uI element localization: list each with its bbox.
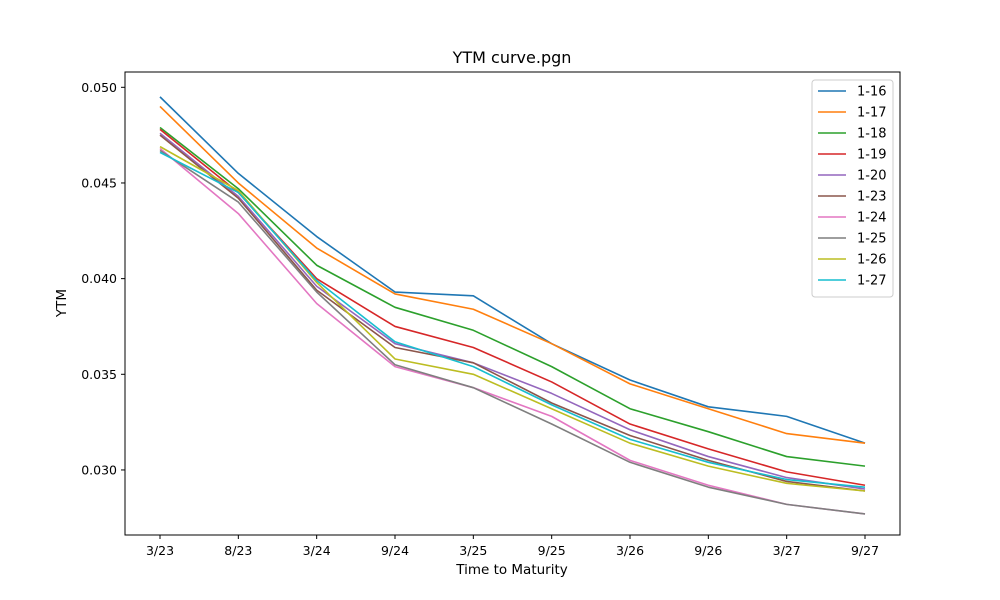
series-line-1-23: [159, 134, 866, 492]
legend-label: 1-16: [857, 85, 887, 100]
y-tick-label: 0.040: [81, 271, 117, 286]
x-tick-label: 3/23: [146, 543, 174, 558]
x-axis-label: Time to Maturity: [455, 562, 568, 578]
legend-label: 1-17: [857, 106, 887, 121]
series-line-1-18: [159, 126, 866, 467]
series-line-1-20: [159, 132, 866, 490]
series-line-1-26: [159, 145, 866, 492]
legend-label: 1-18: [857, 127, 887, 142]
chart-title: YTM curve.pgn: [452, 48, 572, 67]
y-tick-label: 0.030: [81, 462, 117, 477]
legend-label: 1-27: [857, 274, 887, 289]
y-tick-label: 0.050: [81, 80, 117, 95]
series-line-1-17: [159, 105, 866, 444]
x-tick-label: 3/24: [303, 543, 331, 558]
series-line-1-16: [159, 96, 866, 444]
y-tick-label: 0.035: [81, 367, 117, 382]
x-tick-label: 9/24: [381, 543, 409, 558]
x-tick-label: 3/25: [459, 543, 487, 558]
x-tick-label: 3/26: [616, 543, 644, 558]
series-line-1-19: [159, 128, 866, 487]
plot-area-frame: [124, 71, 901, 536]
series-lines: [159, 96, 866, 515]
legend-label: 1-24: [857, 211, 887, 226]
y-tick-label: 0.045: [81, 175, 117, 190]
y-axis: 0.030 0.035 0.040 0.045 0.050: [81, 80, 125, 477]
x-tick-label: 8/23: [224, 543, 252, 558]
legend-label: 1-23: [857, 190, 887, 205]
legend: 1-16 1-17 1-18 1-19 1-20 1-23 1-24 1-25 1-26 1-27: [811, 79, 894, 298]
x-tick-label: 3/27: [773, 543, 801, 558]
x-tick-label: 9/26: [694, 543, 722, 558]
legend-label: 1-19: [857, 148, 887, 163]
x-tick-label: 9/27: [851, 543, 879, 558]
series-line-1-27: [159, 151, 866, 488]
x-tick-label: 9/25: [538, 543, 566, 558]
series-line-1-24: [159, 147, 866, 515]
legend-label: 1-20: [857, 169, 887, 184]
x-axis: 3/23 8/23 3/24 9/24 3/25 9/25 3/26 9/26 3/27 9/27: [146, 535, 879, 558]
legend-label: 1-26: [857, 253, 887, 268]
legend-label: 1-25: [857, 232, 887, 247]
series-line-1-25: [159, 149, 866, 515]
y-axis-label: YTM: [54, 289, 70, 318]
legend-box: [811, 79, 894, 298]
